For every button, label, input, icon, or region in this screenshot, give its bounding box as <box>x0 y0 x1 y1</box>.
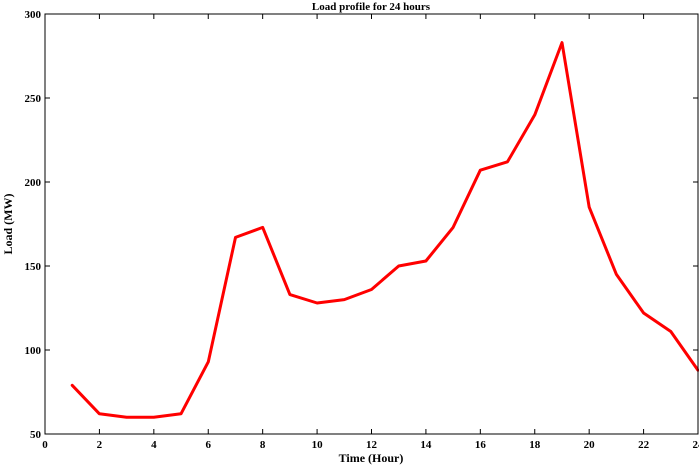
x-tick-label: 2 <box>97 439 103 451</box>
y-tick-label: 50 <box>30 429 42 441</box>
chart-title: Load profile for 24 hours <box>312 1 431 13</box>
x-tick-label: 18 <box>529 439 541 451</box>
series-line <box>70 41 699 419</box>
plot-area <box>70 41 699 419</box>
x-tick-label: 8 <box>260 439 266 451</box>
x-tick-label: 14 <box>420 439 432 451</box>
axes-frame <box>44 13 699 435</box>
y-axis-label: Load (MW) <box>1 194 15 255</box>
y-tick-label: 200 <box>25 177 42 189</box>
y-tick-label: 300 <box>25 9 42 21</box>
x-axis-label: Time (Hour) <box>339 451 404 465</box>
x-tick-label: 20 <box>584 439 596 451</box>
x-tick-label: 4 <box>151 439 157 451</box>
x-tick-label: 16 <box>475 439 487 451</box>
y-tick-label: 150 <box>25 261 42 273</box>
x-tick-label: 6 <box>206 439 212 451</box>
x-tick-label: 0 <box>42 439 48 451</box>
axis-ticks: 02468101214161820222450100150200250300 <box>25 9 699 451</box>
x-tick-label: 22 <box>638 439 650 451</box>
x-tick-label: 12 <box>366 439 378 451</box>
x-tick-label: 24 <box>693 439 699 451</box>
y-tick-label: 100 <box>25 345 42 357</box>
y-tick-label: 250 <box>25 93 42 105</box>
x-tick-label: 10 <box>312 439 324 451</box>
